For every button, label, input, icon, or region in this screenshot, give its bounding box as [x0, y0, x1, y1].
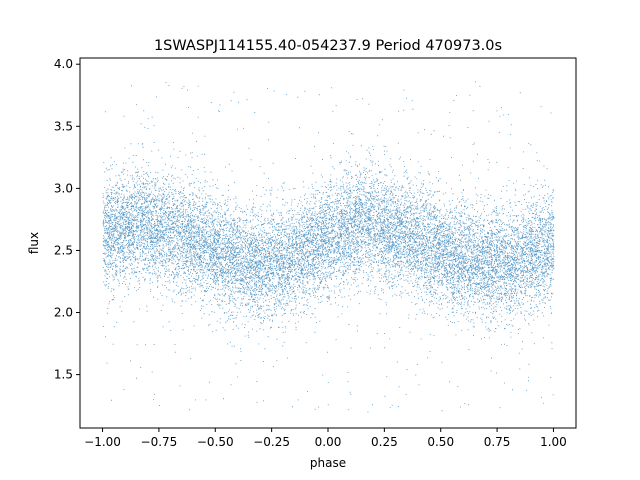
y-axis-label: flux [27, 232, 41, 254]
y-axis: 1.5 2.0 2.5 3.0 3.5 4.0 [54, 57, 80, 382]
x-tick-label: 0.25 [371, 435, 398, 449]
y-tick-label: 4.0 [54, 57, 73, 71]
y-tick-label: 2.5 [54, 243, 73, 257]
x-tick-label: −1.00 [84, 435, 121, 449]
scatter-points [102, 81, 555, 413]
y-tick-label: 1.5 [54, 368, 73, 382]
y-tick-label: 3.5 [54, 119, 73, 133]
y-tick-label: 3.0 [54, 181, 73, 195]
data-point [102, 81, 555, 413]
x-tick-label: −0.25 [253, 435, 290, 449]
x-tick-label: −0.50 [197, 435, 234, 449]
y-tick-label: 2.0 [54, 306, 73, 320]
x-tick-label: 0.50 [427, 435, 454, 449]
x-tick-label: 0.00 [315, 435, 342, 449]
x-axis: −1.00 −0.75 −0.50 −0.25 0.00 0.25 0.50 0.75 1.00 [84, 428, 567, 449]
x-tick-label: 1.00 [540, 435, 567, 449]
x-tick-label: 0.75 [484, 435, 511, 449]
chart-title: 1SWASPJ114155.40-054237.9 Period 470973.… [154, 38, 502, 54]
x-tick-label: −0.75 [141, 435, 178, 449]
x-axis-label: phase [310, 456, 346, 470]
